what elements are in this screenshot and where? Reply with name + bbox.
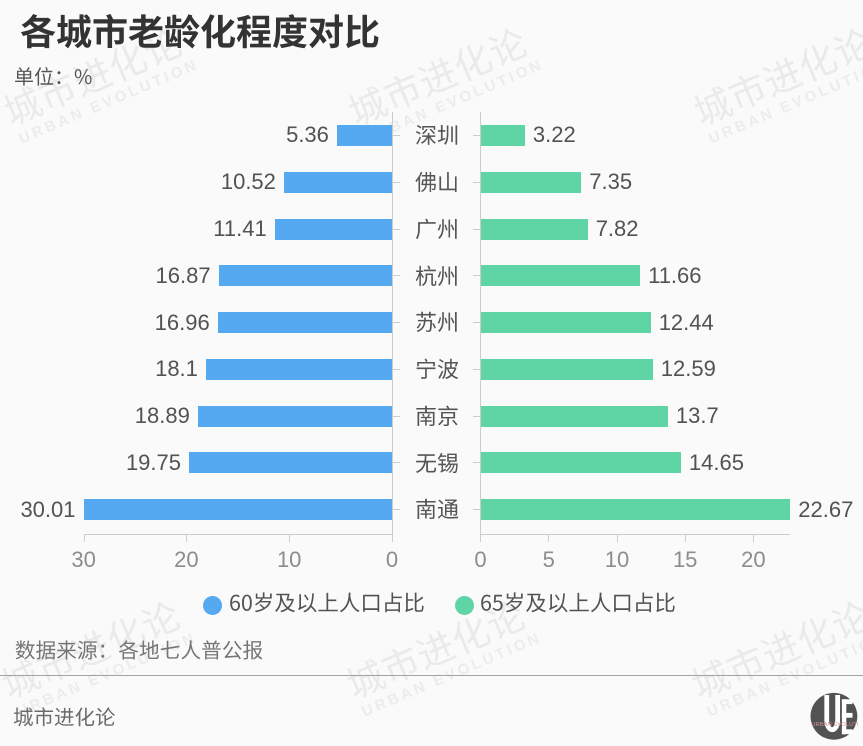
svg-text:URBAN EVOLUTION: URBAN EVOLUTION	[811, 722, 858, 728]
